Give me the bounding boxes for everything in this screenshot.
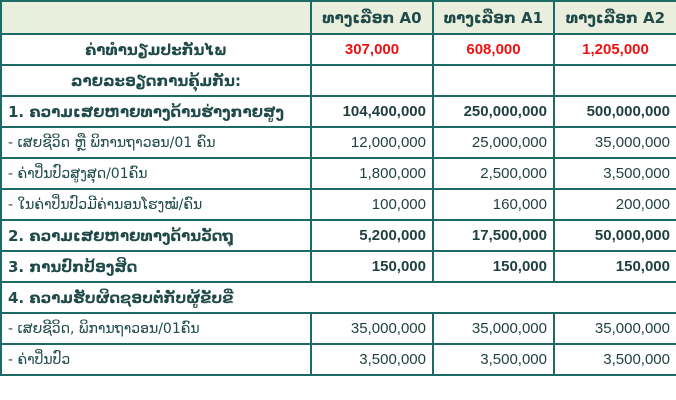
- table-row: - ຄ່າປິ່ນປົວສູງສຸດ/01ຄົນ 1,800,000 2,500,0…: [0, 157, 676, 190]
- row-label: - ຄ່າປິ່ນປົວສູງສຸດ/01ຄົນ: [0, 157, 312, 190]
- header-blank-cell: [0, 0, 312, 35]
- header-row: ທາງເລືອກ A0 ທາງເລືອກ A1 ທາງເລືອກ A2: [0, 0, 676, 35]
- row-label: - ຄ່າປິ່ນປົວ: [0, 343, 312, 376]
- value-a1: 150,000: [432, 250, 555, 283]
- premium-row: ຄ່າທຳນຽມປະກັນໄພ 307,000 608,000 1,205,00…: [0, 33, 676, 66]
- value-a1: 17,500,000: [432, 219, 555, 252]
- value-a2: 150,000: [553, 250, 676, 283]
- value-a1: 250,000,000: [432, 95, 555, 128]
- table-row: - ໃນຄ່າປິ່ນປົວມີຄ່ານອນໂຮງໝໍ/ຄົນ 100,000 16…: [0, 188, 676, 221]
- value-a2: 3,500,000: [553, 157, 676, 190]
- value-a1: 3,500,000: [432, 343, 555, 376]
- row-label: - ໃນຄ່າປິ່ນປົວມີຄ່ານອນໂຮງໝໍ/ຄົນ: [0, 188, 312, 221]
- value-a1: 25,000,000: [432, 126, 555, 159]
- value-a0: 1,800,000: [310, 157, 434, 190]
- value-a0: 12,000,000: [310, 126, 434, 159]
- value-a1: 35,000,000: [432, 312, 555, 345]
- option-a1-header: ທາງເລືອກ A1: [432, 0, 555, 35]
- empty-cell: [553, 64, 676, 97]
- premium-label: ຄ່າທຳນຽມປະກັນໄພ: [0, 33, 312, 66]
- row-label: 1. ຄວາມເສຍຫາຍທາງດ້ານຮ່າງກາຍສູງ: [0, 95, 312, 128]
- value-a0: 104,400,000: [310, 95, 434, 128]
- table-row: - ເສຍຊີວິດ, ພິການຖາວອນ/01ຄົນ 35,000,000 35…: [0, 312, 676, 345]
- table-row: 1. ຄວາມເສຍຫາຍທາງດ້ານຮ່າງກາຍສູງ 104,400,00…: [0, 95, 676, 128]
- row-label: 2. ຄວາມເສຍຫາຍທາງດ້ານວັດຖຸ: [0, 219, 312, 252]
- value-a0: 5,200,000: [310, 219, 434, 252]
- value-a2: 500,000,000: [553, 95, 676, 128]
- row-label: - ເສຍຊີວິດ ຫຼື ພິການຖາວອນ/01 ຄົນ: [0, 126, 312, 159]
- premium-a0: 307,000: [310, 33, 434, 66]
- premium-a2: 1,205,000: [553, 33, 676, 66]
- value-a2: 50,000,000: [553, 219, 676, 252]
- insurance-options-table: ທາງເລືອກ A0 ທາງເລືອກ A1 ທາງເລືອກ A2 ຄ່າທ…: [0, 0, 676, 376]
- value-a0: 150,000: [310, 250, 434, 283]
- empty-cell: [310, 64, 434, 97]
- value-a0: 100,000: [310, 188, 434, 221]
- empty-cell: [432, 64, 555, 97]
- option-a2-header: ທາງເລືອກ A2: [553, 0, 676, 35]
- table-row: 3. ການປົກປ້ອງສິດ 150,000 150,000 150,000: [0, 250, 676, 283]
- section-4-row: 4. ຄວາມຮັບຜິດຊອບຕໍ່ກັບຜູ້ຂັບຂີ່: [0, 281, 676, 314]
- coverage-label: ລາຍລະອຽດການຄຸ້ມກັນ:: [0, 64, 312, 97]
- value-a1: 160,000: [432, 188, 555, 221]
- value-a0: 3,500,000: [310, 343, 434, 376]
- value-a2: 200,000: [553, 188, 676, 221]
- value-a1: 2,500,000: [432, 157, 555, 190]
- option-a0-header: ທາງເລືອກ A0: [310, 0, 434, 35]
- coverage-header-row: ລາຍລະອຽດການຄຸ້ມກັນ:: [0, 64, 676, 97]
- value-a2: 35,000,000: [553, 312, 676, 345]
- row-label: - ເສຍຊີວິດ, ພິການຖາວອນ/01ຄົນ: [0, 312, 312, 345]
- premium-a1: 608,000: [432, 33, 555, 66]
- table-row: 2. ຄວາມເສຍຫາຍທາງດ້ານວັດຖຸ 5,200,000 17,500…: [0, 219, 676, 252]
- value-a2: 35,000,000: [553, 126, 676, 159]
- value-a2: 3,500,000: [553, 343, 676, 376]
- table-row: - ຄ່າປິ່ນປົວ 3,500,000 3,500,000 3,500,000: [0, 343, 676, 376]
- value-a0: 35,000,000: [310, 312, 434, 345]
- table-row: - ເສຍຊີວິດ ຫຼື ພິການຖາວອນ/01 ຄົນ 12,000,0…: [0, 126, 676, 159]
- row-label: 3. ການປົກປ້ອງສິດ: [0, 250, 312, 283]
- section-4-label: 4. ຄວາມຮັບຜິດຊອບຕໍ່ກັບຜູ້ຂັບຂີ່: [0, 281, 676, 314]
